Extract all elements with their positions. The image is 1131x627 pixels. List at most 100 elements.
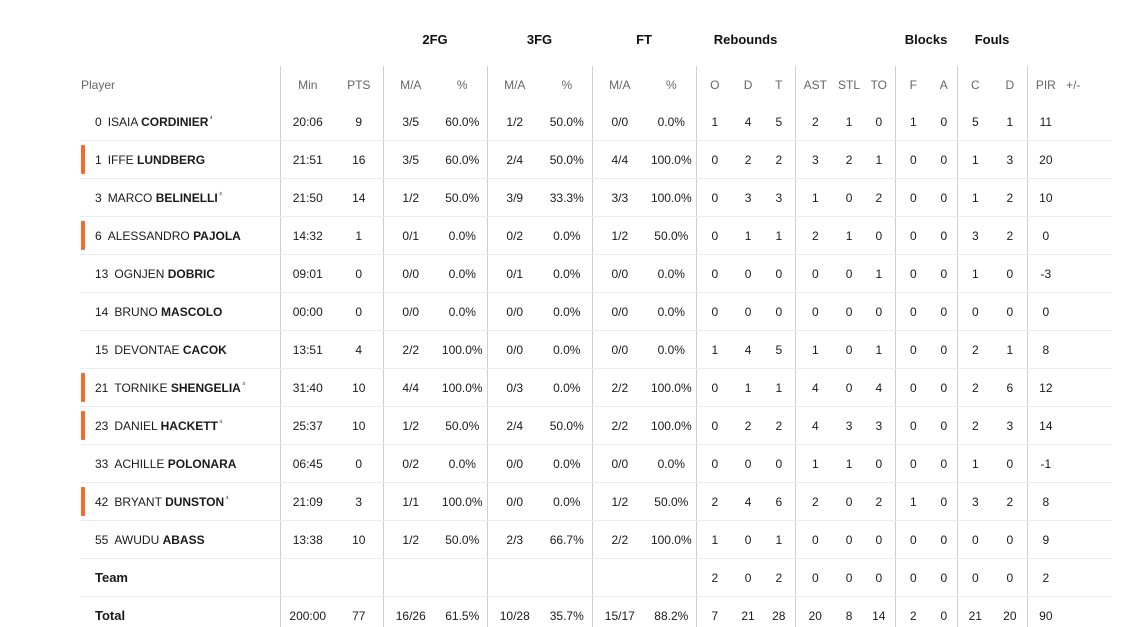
- table-row[interactable]: 33 ACHILLE POLONARA 06:45 0 0/2 0.0% 0/0 0.0% 0/…: [80, 444, 1113, 483]
- player-cell[interactable]: 21 TORNIKE SHENGELIA⁴: [80, 368, 280, 407]
- col-stl[interactable]: STL: [838, 77, 861, 92]
- table-row[interactable]: 13 OGNJEN DOBRIC 09:01 0 0/0 0.0% 0/1 0.0% 0/0 0.…: [80, 254, 1113, 293]
- col-3fg-pct[interactable]: %: [561, 77, 573, 92]
- col-foul-d[interactable]: D: [1005, 77, 1015, 92]
- table-row[interactable]: 1 IFFE LUNDBERG 21:51 16 3/5 60.0% 2/4 50.0% 4/4…: [80, 140, 1113, 179]
- player-cell[interactable]: 6 ALESSANDRO PAJOLA: [80, 216, 280, 255]
- cell-foul-c: 1: [956, 178, 994, 217]
- col-plusminus[interactable]: +/-: [1066, 77, 1081, 92]
- player-number: 0: [95, 115, 102, 129]
- cell-foul-d: 2: [993, 178, 1028, 217]
- col-pts[interactable]: PTS: [347, 77, 371, 92]
- player-first-name[interactable]: MARCO: [107, 191, 153, 205]
- table-row[interactable]: 15 DEVONTAE CACOK 13:51 4 2/2 100.0% 0/0 0.0% 0/…: [80, 330, 1113, 369]
- cell-ft-ma: 2/2: [591, 520, 648, 559]
- player-first-name[interactable]: IFFE: [107, 152, 134, 167]
- player-last-name[interactable]: POLONARA: [167, 456, 237, 471]
- col-3fg-ma[interactable]: M/A: [486, 66, 543, 103]
- cell-3fg-pct: 0.0%: [542, 482, 593, 521]
- col-pir[interactable]: PIR: [1026, 66, 1065, 103]
- cell-reb-d: 21: [733, 596, 764, 627]
- cell-2fg-ma: [382, 558, 438, 597]
- cell-ast: 1: [794, 330, 836, 369]
- cell-2fg-pct: 100.0%: [438, 368, 488, 407]
- table-row[interactable]: 3 MARCO BELINELLI⁴ 21:50 14 1/2 50.0% 3/9 33.3%…: [80, 178, 1113, 217]
- player-first-name[interactable]: BRYANT: [114, 495, 162, 509]
- col-reb-o[interactable]: O: [695, 66, 734, 103]
- cell-reb-t: 0: [763, 292, 796, 331]
- cell-2fg-ma: 3/5: [382, 103, 438, 141]
- player-cell[interactable]: 3 MARCO BELINELLI⁴: [80, 178, 280, 217]
- table-row[interactable]: 0 ISAIA CORDINIER⁴ 20:06 9 3/5 60.0% 1/2 50.0% 0…: [80, 103, 1113, 141]
- col-2fg-pct[interactable]: %: [456, 77, 468, 92]
- player-cell[interactable]: 33 ACHILLE POLONARA: [80, 444, 280, 483]
- player-last-name[interactable]: BELINELLI: [155, 191, 218, 205]
- cell-to: 2: [863, 178, 896, 217]
- table-row[interactable]: 55 AWUDU ABASS 13:38 10 1/2 50.0% 2/3 66.7% 2/2 1…: [80, 520, 1113, 559]
- col-to[interactable]: TO: [870, 77, 888, 92]
- player-cell[interactable]: 14 BRUNO MASCOLO: [80, 292, 280, 331]
- player-last-name[interactable]: PAJOLA: [193, 228, 241, 243]
- player-first-name[interactable]: OGNJEN: [114, 266, 165, 281]
- cell-plusminus: [1064, 330, 1113, 369]
- player-last-name[interactable]: MASCOLO: [161, 304, 223, 319]
- player-first-name[interactable]: AWUDU: [114, 532, 160, 547]
- cell-reb-o: 1: [695, 103, 734, 141]
- player-last-name[interactable]: DOBRIC: [167, 266, 216, 281]
- col-ft-ma[interactable]: M/A: [591, 66, 648, 103]
- player-first-name[interactable]: ACHILLE: [114, 456, 165, 471]
- col-reb-d[interactable]: D: [743, 77, 753, 92]
- player-first-name[interactable]: DEVONTAE: [114, 342, 180, 357]
- player-cell[interactable]: 15 DEVONTAE CACOK: [80, 330, 280, 369]
- cell-ast: 4: [794, 406, 836, 445]
- player-first-name[interactable]: ALESSANDRO: [107, 228, 190, 243]
- col-ft-pct[interactable]: %: [665, 77, 677, 92]
- table-row[interactable]: 23 DANIEL HACKETT⁴ 25:37 10 1/2 50.0% 2/4 50.0%…: [80, 406, 1113, 445]
- table-row[interactable]: 14 BRUNO MASCOLO 00:00 0 0/0 0.0% 0/0 0.0% 0/0 0.…: [80, 292, 1113, 331]
- player-last-name[interactable]: HACKETT: [160, 419, 218, 433]
- cell-reb-d: 4: [733, 103, 764, 141]
- cell-ft-pct: 100.0%: [647, 140, 697, 179]
- cell-reb-t: 1: [763, 520, 796, 559]
- col-foul-c[interactable]: C: [956, 66, 994, 103]
- player-first-name[interactable]: BRUNO: [114, 304, 158, 319]
- col-blk-a[interactable]: A: [939, 77, 948, 92]
- player-cell[interactable]: 23 DANIEL HACKETT⁴: [80, 406, 280, 445]
- player-last-name[interactable]: SHENGELIA: [170, 381, 241, 395]
- player-first-name[interactable]: DANIEL: [114, 419, 158, 433]
- player-last-name[interactable]: LUNDBERG: [137, 152, 206, 167]
- cell-foul-d: 0: [993, 520, 1028, 559]
- table-row[interactable]: 42 BRYANT DUNSTON⁴ 21:09 3 1/1 100.0% 0/0 0.0% 1…: [80, 482, 1113, 521]
- cell-ast: 2: [794, 216, 836, 255]
- cell-3fg-pct: 50.0%: [542, 406, 593, 445]
- player-first-name[interactable]: TORNIKE: [114, 381, 168, 395]
- table-row[interactable]: 21 TORNIKE SHENGELIA⁴ 31:40 10 4/4 100.0% 0/3 0…: [80, 368, 1113, 407]
- player-last-name[interactable]: DUNSTON: [165, 495, 225, 509]
- cell-2fg-ma: 4/4: [382, 368, 438, 407]
- player-first-name[interactable]: ISAIA: [107, 115, 138, 129]
- col-player[interactable]: Player: [81, 77, 116, 92]
- cell-2fg-pct: 50.0%: [438, 406, 488, 445]
- player-cell[interactable]: 1 IFFE LUNDBERG: [80, 140, 280, 179]
- player-last-name[interactable]: CORDINIER: [141, 115, 209, 129]
- cell-ast: 20: [794, 596, 836, 627]
- player-cell[interactable]: 13 OGNJEN DOBRIC: [80, 254, 280, 293]
- player-cell[interactable]: 0 ISAIA CORDINIER⁴: [80, 103, 280, 141]
- player-last-name[interactable]: CACOK: [182, 342, 227, 357]
- player-cell[interactable]: 55 AWUDU ABASS: [80, 520, 280, 559]
- table-row[interactable]: 6 ALESSANDRO PAJOLA 14:32 1 0/1 0.0% 0/2 0.0% 1/…: [80, 216, 1113, 255]
- col-reb-t[interactable]: T: [775, 77, 783, 92]
- player-cell[interactable]: 42 BRYANT DUNSTON⁴: [80, 482, 280, 521]
- cell-ft-pct: 0.0%: [647, 444, 697, 483]
- col-blk-f[interactable]: F: [894, 66, 932, 103]
- column-header-row: Player Min PTS M/A % M/A % M/A % O D T A…: [80, 66, 1112, 103]
- player-last-name[interactable]: ABASS: [162, 532, 205, 547]
- cell-reb-o: 0: [695, 368, 734, 407]
- player-number: 13: [95, 266, 109, 281]
- col-2fg-ma[interactable]: M/A: [382, 66, 438, 103]
- col-ast[interactable]: AST: [794, 66, 836, 103]
- col-min[interactable]: Min: [279, 66, 335, 103]
- cell-ast: 0: [794, 520, 836, 559]
- cell-ft-pct: 100.0%: [647, 178, 697, 217]
- cell-foul-d: 3: [993, 406, 1028, 445]
